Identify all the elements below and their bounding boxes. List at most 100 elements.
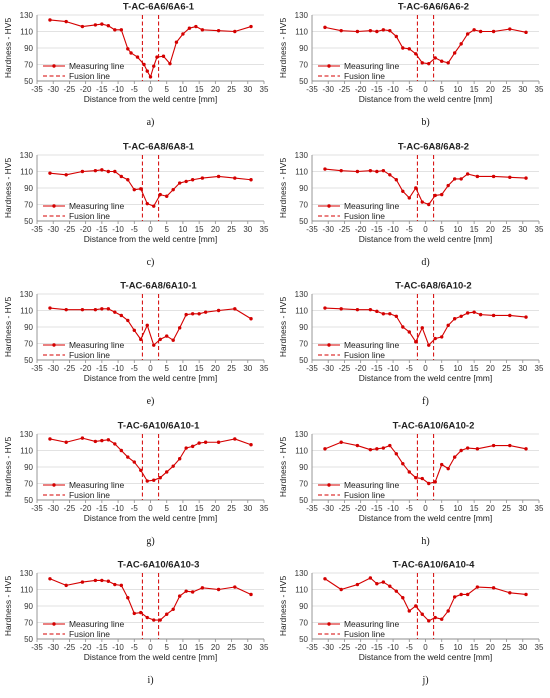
hardness-chart: -35 -30 -25 -20 -15 -10 -5 0 5 10 15 20 25 30 35 50 70 90…	[278, 281, 544, 407]
x-tick-label: -10	[112, 643, 124, 652]
data-point	[401, 596, 405, 600]
x-tick-label: 30	[518, 643, 527, 652]
x-tick-label: -15	[371, 643, 383, 652]
chart-title: T-AC-6A10/6A10-2	[393, 420, 475, 431]
data-point	[152, 64, 156, 68]
data-point	[145, 323, 149, 328]
y-tick-label: 70	[299, 60, 308, 69]
data-point	[158, 337, 162, 342]
data-point	[126, 596, 130, 600]
y-tick-label: 50	[24, 356, 33, 365]
data-point	[233, 175, 237, 180]
x-tick-label: -20	[355, 364, 367, 373]
x-tick-label: -10	[387, 85, 399, 94]
legend-label-measuring-line: Measuring line	[69, 61, 124, 71]
data-point	[524, 175, 528, 180]
legend-label-fusion-line: Fusion line	[344, 629, 385, 639]
x-axis-label: Distance from the weld centre [mm]	[359, 652, 492, 662]
x-tick-label: -30	[47, 225, 59, 234]
x-tick-label: 20	[211, 85, 220, 94]
data-point	[161, 54, 166, 58]
x-axis-label: Distance from the weld centre [mm]	[359, 94, 492, 104]
x-tick-label: 35	[260, 364, 269, 373]
data-point	[249, 177, 253, 182]
x-tick-label: 20	[486, 85, 495, 94]
x-tick-label: 5	[439, 364, 444, 373]
x-tick-label: -15	[371, 504, 383, 513]
data-point	[233, 585, 237, 590]
x-tick-label: -30	[322, 85, 334, 94]
x-tick-label: -5	[131, 643, 139, 652]
data-point	[433, 616, 437, 620]
x-tick-label: 10	[453, 225, 462, 234]
legend-label-measuring-line: Measuring line	[344, 61, 399, 71]
x-tick-label: 20	[486, 364, 495, 373]
y-tick-label: 110	[295, 307, 308, 316]
data-point	[459, 593, 463, 597]
data-point	[181, 32, 185, 36]
y-tick-label: 110	[20, 307, 33, 316]
data-point	[233, 437, 237, 441]
y-tick-label: 50	[299, 635, 308, 644]
y-tick-label: 90	[299, 184, 308, 193]
data-point	[440, 617, 444, 622]
y-tick-label: 70	[24, 60, 33, 69]
legend-label-measuring-line: Measuring line	[69, 480, 124, 490]
data-point	[113, 169, 117, 173]
data-point	[100, 167, 104, 172]
x-axis-label: Distance from the weld centre [mm]	[84, 373, 217, 383]
chart-title: T-AC-6A8/6A10-2	[395, 281, 471, 292]
data-point	[433, 56, 437, 60]
x-tick-label: -15	[96, 504, 108, 513]
chart-panel: -35 -30 -25 -20 -15 -10 -5 0 5 10 15 20 25 30 35 50 70 90…	[0, 558, 275, 698]
x-tick-label: -30	[322, 504, 334, 513]
chart-title: T-AC-6A10/6A10-1	[118, 420, 200, 431]
x-tick-label: 25	[502, 364, 511, 373]
data-point	[80, 169, 85, 173]
hardness-chart: -35 -30 -25 -20 -15 -10 -5 0 5 10 15 20 25 30 35 50 70 90…	[278, 560, 544, 686]
data-point	[64, 584, 68, 588]
data-point	[524, 593, 528, 597]
x-tick-label: 10	[453, 504, 462, 513]
x-tick-label: 30	[243, 225, 252, 234]
x-tick-label: -15	[96, 643, 108, 652]
chart-panel: -35 -30 -25 -20 -15 -10 -5 0 5 10 15 20 25 30 35 50 70 90…	[275, 0, 550, 140]
data-point	[139, 337, 143, 342]
data-point	[368, 308, 373, 312]
x-tick-label: -5	[131, 85, 139, 94]
data-point	[106, 437, 111, 442]
hardness-chart: -35 -30 -25 -20 -15 -10 -5 0 5 10 15 20 25 30 35 50 70 90…	[278, 141, 544, 267]
x-axis-label: Distance from the weld centre [mm]	[359, 373, 492, 383]
y-tick-label: 90	[299, 323, 308, 332]
x-tick-label: 0	[148, 643, 153, 652]
data-point	[491, 174, 496, 178]
data-point	[472, 28, 476, 32]
x-tick-label: -5	[406, 225, 414, 234]
data-point	[368, 576, 373, 581]
chart-title: T-AC-6A8/6A10-1	[120, 281, 197, 292]
data-point	[452, 595, 457, 600]
data-point	[355, 443, 360, 448]
data-point	[446, 61, 450, 65]
x-tick-label: 25	[502, 504, 511, 513]
x-tick-label: -25	[339, 85, 351, 94]
data-point	[446, 183, 450, 187]
data-point	[165, 194, 169, 198]
x-tick-label: -10	[112, 85, 124, 94]
subfigure-caption: g)	[146, 536, 154, 547]
data-point	[407, 47, 411, 51]
legend-label-fusion-line: Fusion line	[69, 629, 110, 639]
data-point	[132, 460, 136, 464]
data-point	[427, 61, 431, 66]
y-tick-label: 70	[299, 479, 308, 488]
data-point	[407, 330, 411, 334]
data-point	[440, 192, 444, 196]
subfigure-caption: h)	[421, 536, 429, 547]
data-point	[446, 323, 450, 328]
y-tick-label: 90	[24, 463, 33, 472]
x-tick-label: -15	[371, 364, 383, 373]
data-point	[177, 180, 182, 185]
data-point	[440, 59, 444, 63]
x-tick-label: -20	[355, 225, 367, 234]
data-point	[177, 456, 182, 461]
